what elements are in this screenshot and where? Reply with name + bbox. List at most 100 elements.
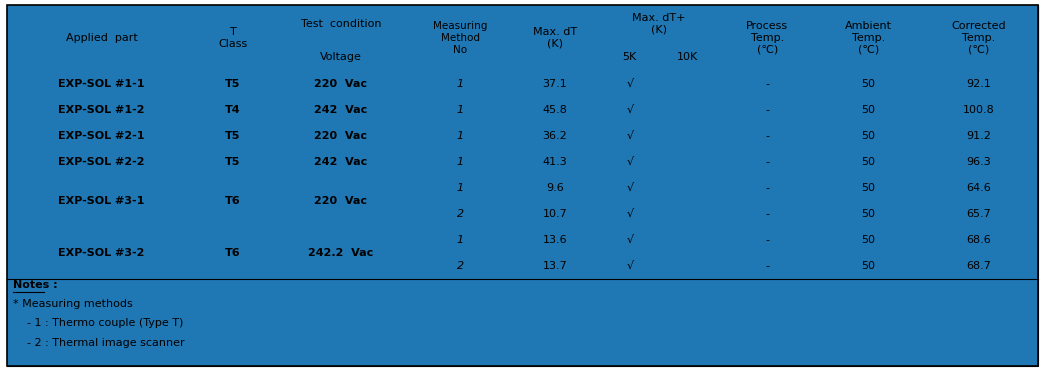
Bar — [658, 253, 717, 279]
Text: 13.6: 13.6 — [542, 235, 567, 245]
Bar — [7, 5, 195, 71]
Bar — [195, 71, 271, 97]
Text: 50: 50 — [862, 261, 876, 271]
Bar — [658, 43, 717, 71]
Text: 45.8: 45.8 — [542, 105, 567, 115]
Bar — [601, 201, 658, 227]
Bar — [7, 149, 195, 175]
Bar — [818, 175, 920, 201]
Text: 1: 1 — [457, 131, 464, 141]
Bar — [920, 227, 1038, 253]
Bar — [601, 227, 658, 253]
Bar — [658, 149, 717, 175]
Bar — [920, 253, 1038, 279]
Text: 220  Vac: 220 Vac — [315, 79, 368, 89]
Bar — [195, 175, 271, 227]
Bar — [412, 71, 509, 97]
Bar — [509, 123, 601, 149]
Text: T4: T4 — [226, 105, 240, 115]
Text: EXP-SOL #1-1: EXP-SOL #1-1 — [59, 79, 144, 89]
Bar — [7, 227, 195, 279]
Bar — [601, 97, 658, 123]
Text: 50: 50 — [862, 235, 876, 245]
Text: -: - — [765, 157, 769, 167]
Text: 50: 50 — [862, 183, 876, 193]
Bar — [658, 175, 717, 201]
Text: - 1 : Thermo couple (Type T): - 1 : Thermo couple (Type T) — [13, 318, 183, 328]
Bar — [7, 97, 195, 123]
Bar — [717, 5, 818, 71]
Text: 37.1: 37.1 — [542, 79, 567, 89]
Text: -: - — [765, 209, 769, 219]
Bar — [658, 97, 717, 123]
Bar — [920, 5, 1038, 71]
Text: 50: 50 — [862, 105, 876, 115]
Text: Measuring
Method
No: Measuring Method No — [434, 22, 488, 55]
Bar — [509, 227, 601, 253]
Text: 65.7: 65.7 — [967, 209, 991, 219]
Text: Notes :: Notes : — [13, 280, 57, 290]
Text: -: - — [765, 235, 769, 245]
Text: 1: 1 — [457, 183, 464, 193]
Bar — [601, 71, 658, 97]
Bar — [920, 97, 1038, 123]
Text: EXP-SOL #2-1: EXP-SOL #2-1 — [59, 131, 144, 141]
Text: 64.6: 64.6 — [967, 183, 991, 193]
Bar — [7, 175, 195, 227]
Text: √: √ — [626, 235, 633, 245]
Text: Voltage: Voltage — [320, 52, 362, 62]
Text: Max. dT
(K): Max. dT (K) — [533, 27, 577, 49]
Bar — [7, 279, 1038, 366]
Bar — [717, 123, 818, 149]
Bar — [818, 123, 920, 149]
Text: EXP-SOL #3-2: EXP-SOL #3-2 — [59, 248, 144, 258]
Text: 1: 1 — [457, 79, 464, 89]
Bar — [920, 175, 1038, 201]
Text: 2: 2 — [457, 261, 464, 271]
Text: 1: 1 — [457, 157, 464, 167]
Bar — [658, 123, 717, 149]
Bar — [658, 201, 717, 227]
Bar — [412, 175, 509, 201]
Text: 220  Vac: 220 Vac — [315, 196, 368, 206]
Bar — [601, 123, 658, 149]
Bar — [195, 149, 271, 175]
Text: EXP-SOL #3-1: EXP-SOL #3-1 — [59, 196, 144, 206]
Text: 92.1: 92.1 — [967, 79, 991, 89]
Text: 220  Vac: 220 Vac — [315, 131, 368, 141]
Text: 36.2: 36.2 — [542, 131, 567, 141]
Text: T5: T5 — [226, 79, 240, 89]
Bar — [818, 97, 920, 123]
Bar — [601, 43, 658, 71]
Bar — [271, 123, 412, 149]
Bar — [818, 5, 920, 71]
Text: √: √ — [626, 105, 633, 115]
Text: 91.2: 91.2 — [967, 131, 991, 141]
Bar — [412, 253, 509, 279]
Bar — [195, 5, 271, 71]
Bar — [509, 149, 601, 175]
Text: -: - — [765, 79, 769, 89]
Bar — [818, 227, 920, 253]
Bar — [509, 253, 601, 279]
Text: Applied  part: Applied part — [66, 33, 137, 43]
Bar — [412, 97, 509, 123]
Bar — [818, 201, 920, 227]
Bar — [509, 97, 601, 123]
Text: 1: 1 — [457, 105, 464, 115]
Text: 10K: 10K — [677, 52, 698, 62]
Bar — [271, 149, 412, 175]
Text: Ambient
Temp.
(℃): Ambient Temp. (℃) — [845, 22, 892, 55]
Text: √: √ — [626, 261, 633, 271]
Bar — [658, 71, 717, 97]
Text: Max. dT+
(K): Max. dT+ (K) — [632, 13, 686, 35]
Text: - 2 : Thermal image scanner: - 2 : Thermal image scanner — [13, 338, 185, 348]
Bar — [920, 201, 1038, 227]
Text: 100.8: 100.8 — [962, 105, 995, 115]
Bar — [271, 43, 412, 71]
Text: EXP-SOL #2-2: EXP-SOL #2-2 — [59, 157, 144, 167]
Bar — [920, 71, 1038, 97]
Bar — [271, 97, 412, 123]
Bar — [509, 201, 601, 227]
Bar — [717, 175, 818, 201]
